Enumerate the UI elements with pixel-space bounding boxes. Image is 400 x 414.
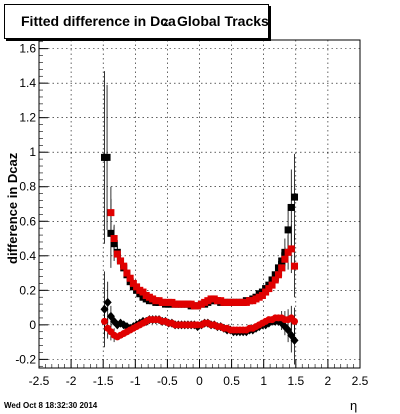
data-point-diamond bbox=[103, 297, 112, 307]
data-point-square bbox=[110, 235, 118, 243]
data-point-square bbox=[284, 226, 292, 234]
y-tick-label: 1 bbox=[29, 145, 36, 159]
x-tick-label: -1 bbox=[130, 374, 141, 388]
y-tick-label: 0.6 bbox=[19, 214, 36, 228]
data-point-diamond bbox=[290, 335, 299, 345]
y-axis-label: difference in Dcaz bbox=[5, 152, 20, 264]
data-point-square bbox=[117, 257, 125, 265]
data-point-circle bbox=[291, 317, 299, 325]
x-tick-label: 1.5 bbox=[287, 374, 304, 388]
data-point-square bbox=[194, 302, 202, 310]
y-tick-label: 1.4 bbox=[19, 76, 36, 90]
data-point-square bbox=[278, 264, 286, 272]
data-point-square bbox=[103, 153, 111, 161]
y-tick-label: 0.8 bbox=[19, 180, 36, 194]
x-tick-label: -1.5 bbox=[93, 374, 114, 388]
data-point-square bbox=[268, 281, 276, 289]
chart-title-subscript: Z bbox=[163, 18, 169, 28]
data-point-square bbox=[291, 262, 299, 270]
y-tick-label: 0.4 bbox=[19, 249, 36, 263]
axes: -2.5 -2 -1.5 -1 -0.5 0 0.5 1 1.5 2 2.5 -0.2 0 0.2 0.4 0… bbox=[15, 41, 369, 388]
data-point-square bbox=[281, 255, 289, 263]
chart-title-prefix: Fitted difference in Dca bbox=[21, 13, 176, 29]
data-point-square bbox=[113, 250, 121, 258]
data-point-square bbox=[107, 229, 115, 237]
plot-frame bbox=[38, 39, 361, 369]
x-tick-label: 2.5 bbox=[352, 374, 369, 388]
data-point-square bbox=[291, 193, 299, 201]
chart-title: Fitted difference in Dca Z Global Tracks bbox=[4, 4, 269, 39]
x-tick-label: -2.5 bbox=[29, 374, 50, 388]
data-point-diamond bbox=[100, 304, 109, 314]
data-point-square bbox=[274, 271, 282, 279]
y-tick-label: 1.6 bbox=[19, 42, 36, 56]
data-point-square bbox=[287, 203, 295, 211]
y-tick-label: 1.2 bbox=[19, 111, 36, 125]
y-tick-label: 0.2 bbox=[19, 283, 36, 297]
data-point-square bbox=[271, 276, 279, 284]
data-point-square bbox=[123, 269, 131, 277]
data-point-square bbox=[110, 240, 118, 248]
data-point-square bbox=[120, 262, 128, 270]
data-point-square bbox=[287, 245, 295, 253]
x-tick-label: 1 bbox=[260, 374, 267, 388]
x-tick-label: 0.5 bbox=[223, 374, 240, 388]
x-axis-label: η bbox=[350, 398, 358, 413]
y-tick-label: 0 bbox=[29, 318, 36, 332]
timestamp: Wed Oct 8 18:32:30 2014 bbox=[4, 401, 98, 410]
y-tick-label: -0.2 bbox=[15, 352, 36, 366]
data-point-square bbox=[107, 209, 115, 217]
data-point-square bbox=[126, 274, 134, 282]
grid bbox=[38, 40, 361, 368]
x-tick-label: 0 bbox=[196, 374, 203, 388]
x-tick-label: -0.5 bbox=[157, 374, 178, 388]
x-tick-label: -2 bbox=[66, 374, 77, 388]
x-tick-label: 2 bbox=[325, 374, 332, 388]
data-points bbox=[100, 153, 299, 345]
chart-title-suffix: Global Tracks bbox=[177, 13, 269, 29]
data-point-circle bbox=[100, 317, 108, 325]
